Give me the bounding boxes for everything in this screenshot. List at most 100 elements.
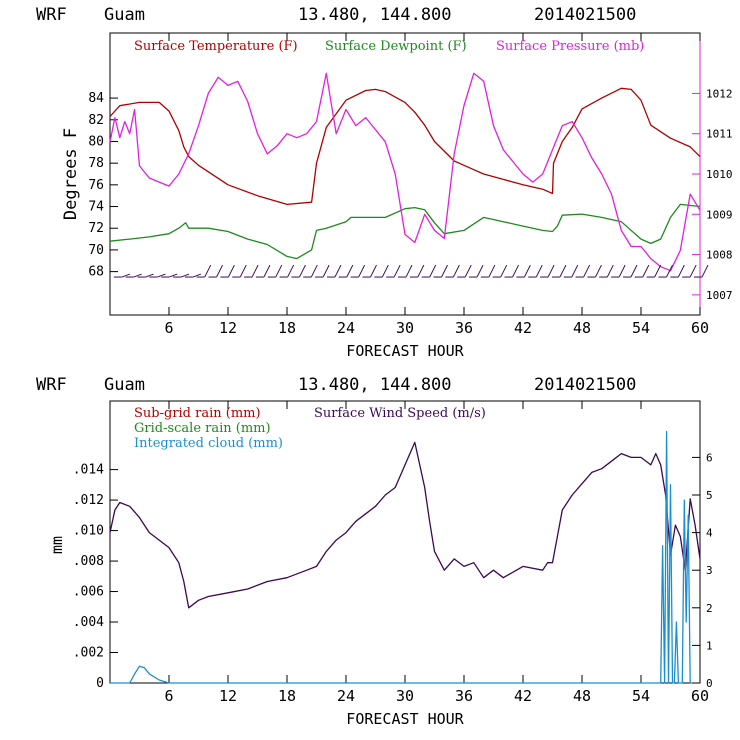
wind-barb-flag xyxy=(157,273,166,278)
legend-surface-dewpoint: Surface Dewpoint (F) xyxy=(325,39,467,54)
wind-barb-flag xyxy=(464,264,472,278)
y2-tick-label: 4 xyxy=(706,527,713,540)
wind-barb-flag xyxy=(666,264,673,278)
wind-barb-flag xyxy=(689,264,697,278)
panel1-coords: 13.480, 144.800 xyxy=(298,5,452,25)
wind-barbs xyxy=(113,264,709,278)
panel1-model: WRF xyxy=(36,5,67,25)
y2-tick-label: 1009 xyxy=(706,208,733,221)
x-tick-label: 42 xyxy=(514,319,532,337)
wind-barb-flag xyxy=(216,264,224,278)
y2-tick-label: 1011 xyxy=(706,128,733,141)
x-tick-label: 12 xyxy=(219,687,237,705)
y-tick-label: .006 xyxy=(73,585,104,600)
x-tick-label: 48 xyxy=(573,319,591,337)
wind-barb-flag xyxy=(559,264,567,278)
wind-barb-flag xyxy=(334,264,342,278)
y2-tick-label: 0 xyxy=(706,677,713,690)
wind-barb-flag xyxy=(429,264,437,278)
x-tick-label: 54 xyxy=(632,687,650,705)
y-tick-label: 72 xyxy=(88,221,104,236)
series-line-temperature xyxy=(109,87,701,206)
panel1-date: 2014021500 xyxy=(534,5,636,25)
legend-surface-wind-speed: Surface Wind Speed (m/s) xyxy=(314,406,486,421)
y-tick-label: .002 xyxy=(73,646,104,661)
panel2-x-ticks: 6 12 18 24 30 36 42 48 54 60 xyxy=(164,401,709,705)
y-tick-label: 74 xyxy=(88,200,104,215)
panel2-y2-ticks: 0 1 2 3 4 5 6 xyxy=(692,451,713,690)
x-tick-label: 42 xyxy=(514,687,532,705)
wind-barb-flag xyxy=(310,264,318,278)
panel2-x-axis-label: FORECAST HOUR xyxy=(346,710,464,728)
legend-gridscale-rain: Grid-scale rain (mm) xyxy=(134,421,271,436)
panel2-site: Guam xyxy=(104,375,145,395)
y-tick-label: .008 xyxy=(73,554,104,569)
legend-integrated-cloud: Integrated cloud (mm) xyxy=(134,436,283,451)
panel-rain-wind: WRF Guam 13.480, 144.800 2014021500 6 12 1… xyxy=(36,375,713,728)
panel1-x-ticks: 6 12 18 24 30 36 42 48 54 60 xyxy=(164,33,709,337)
panel2-model: WRF xyxy=(36,375,67,395)
y-tick-label: 80 xyxy=(88,134,104,149)
panel2-date: 2014021500 xyxy=(534,375,636,395)
wind-barb-flag xyxy=(287,264,295,278)
wind-barb-flag xyxy=(654,264,662,278)
wind-barb-flag xyxy=(547,264,555,278)
wind-barb-flag xyxy=(441,264,448,278)
panel1-y-ticks: 68 70 72 74 76 78 80 82 84 xyxy=(88,91,118,280)
wind-barb-flag xyxy=(500,264,508,278)
wind-barb-flag xyxy=(476,264,484,278)
legend-surface-pressure: Surface Pressure (mb) xyxy=(496,39,644,54)
y2-tick-label: 1 xyxy=(706,639,713,652)
series-line-cloud xyxy=(110,430,693,684)
x-tick-label: 18 xyxy=(278,687,296,705)
x-tick-label: 24 xyxy=(337,687,355,705)
wind-barb-flag xyxy=(381,264,389,278)
wind-barb-flag xyxy=(298,264,306,278)
panel1-y-axis-label: Degrees F xyxy=(61,128,81,220)
wind-barb-flag xyxy=(583,264,591,278)
wind-barb-flag xyxy=(512,264,520,278)
wind-barb-flag xyxy=(133,273,142,278)
x-tick-label: 6 xyxy=(164,319,173,337)
wind-barb-flag xyxy=(263,264,271,278)
x-tick-label: 60 xyxy=(691,687,709,705)
wind-barb-flag xyxy=(606,264,614,278)
x-tick-label: 36 xyxy=(455,687,473,705)
wind-barb-flag xyxy=(370,264,377,278)
wind-barb-flag xyxy=(275,264,283,278)
wind-barb-flag xyxy=(405,264,413,278)
wind-barb-flag xyxy=(393,264,401,278)
wind-barb-flag xyxy=(452,264,460,278)
x-tick-label: 54 xyxy=(632,319,650,337)
y2-tick-label: 1007 xyxy=(706,289,733,302)
legend-subgrid-rain: Sub-grid rain (mm) xyxy=(134,406,261,421)
panel1-plot-frame xyxy=(109,32,701,316)
y-tick-label: .010 xyxy=(73,524,104,539)
x-tick-label: 36 xyxy=(455,319,473,337)
series-line-dewpoint xyxy=(109,203,701,260)
y-tick-label: 70 xyxy=(88,243,104,258)
wind-barb-flag xyxy=(204,264,212,278)
y-tick-label: .012 xyxy=(73,493,104,508)
wind-barb-flag xyxy=(180,273,190,278)
wind-barb-flag xyxy=(571,264,579,278)
wind-barb-flag xyxy=(251,264,259,278)
y2-tick-label: 1012 xyxy=(706,87,733,100)
legend-surface-temperature: Surface Temperature (F) xyxy=(134,39,298,54)
x-tick-label: 48 xyxy=(573,687,591,705)
wind-barb-flag xyxy=(322,264,330,278)
wind-barb-flag xyxy=(346,264,354,278)
wind-barb-flag xyxy=(227,264,235,278)
wind-barb-flag xyxy=(630,264,638,278)
wind-barb-flag xyxy=(358,264,366,278)
panel2-coords: 13.480, 144.800 xyxy=(298,375,452,395)
wind-barb-flag xyxy=(145,273,154,278)
wind-barb-flag xyxy=(488,264,496,278)
wind-barb-flag xyxy=(594,264,602,278)
y-tick-label: 0 xyxy=(96,676,104,691)
series-line-wind xyxy=(109,441,701,609)
x-tick-label: 60 xyxy=(691,319,709,337)
y-tick-label: 82 xyxy=(88,113,104,128)
y-tick-label: 84 xyxy=(88,91,104,106)
